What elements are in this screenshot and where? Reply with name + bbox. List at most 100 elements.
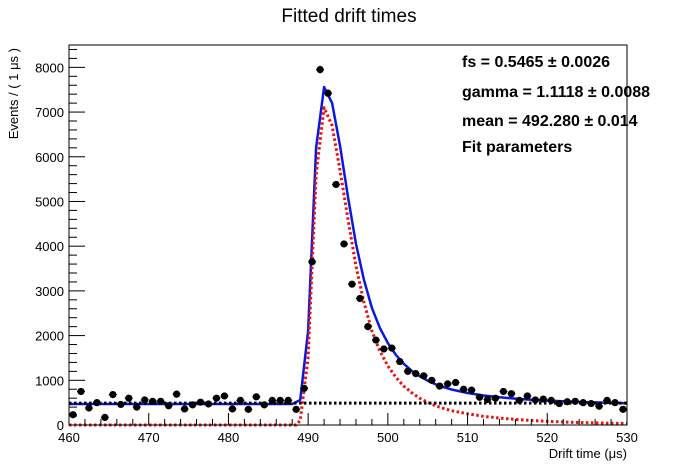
data-point (388, 344, 396, 352)
annotation-mean: mean = 492.280 ± 0.014 (462, 113, 638, 130)
x-tick-label: 480 (218, 430, 240, 445)
data-point (507, 390, 516, 398)
data-point (260, 401, 268, 409)
data-point (467, 386, 476, 394)
data-point (141, 396, 149, 404)
data-point (475, 393, 484, 401)
y-tick-label: 2000 (35, 329, 64, 344)
data-point (380, 345, 388, 353)
x-tick-label: 500 (377, 430, 399, 445)
data-point (125, 394, 133, 402)
data-point (499, 387, 508, 396)
data-point (236, 396, 244, 405)
data-point (555, 399, 563, 408)
data-point (348, 280, 356, 288)
data-point (412, 369, 420, 378)
data-point (571, 397, 579, 405)
data-point (372, 336, 380, 344)
data-point (228, 405, 237, 413)
x-tick-label: 490 (297, 430, 319, 445)
data-point (220, 392, 229, 400)
data-point (204, 400, 213, 408)
y-tick-label: 1000 (35, 373, 64, 388)
data-point (483, 395, 492, 404)
data-point (276, 396, 284, 405)
data-point (356, 294, 364, 303)
data-point (579, 399, 587, 407)
data-point (284, 396, 292, 405)
annotation-gamma: gamma = 1.1118 ± 0.0088 (462, 84, 650, 101)
data-point (212, 394, 221, 402)
x-tick-label: 530 (616, 430, 638, 445)
data-point (173, 390, 181, 398)
data-point (547, 396, 555, 405)
data-point (563, 398, 571, 406)
data-point (420, 372, 428, 380)
data-point (133, 403, 141, 411)
total-fit-curve (69, 85, 628, 406)
data-point (324, 89, 332, 97)
data-point (316, 65, 324, 74)
data-point (69, 411, 77, 419)
x-tick-label: 460 (58, 430, 80, 445)
data-point (85, 404, 93, 412)
data-point (292, 405, 300, 413)
data-point (101, 413, 109, 421)
fit-parameters-box: fs = 0.5465 ± 0.0026 gamma = 1.1118 ± 0.… (462, 54, 650, 156)
data-point (332, 180, 340, 189)
data-point (436, 382, 444, 390)
data-point (603, 396, 611, 405)
data-point (523, 392, 531, 400)
data-point (459, 385, 468, 393)
data-point (77, 387, 85, 396)
x-tick-label: 510 (457, 430, 479, 445)
y-tick-label: 3000 (35, 284, 64, 299)
data-point (515, 396, 523, 405)
data-point (611, 399, 619, 407)
y-tick-label: 4000 (35, 239, 64, 254)
plot-frame (68, 44, 628, 426)
data-point (300, 384, 308, 392)
y-tick-label: 0 (57, 418, 64, 433)
signal-component-curve (69, 106, 628, 427)
y-tick-label: 6000 (35, 150, 64, 165)
data-point (308, 258, 316, 266)
data-point (117, 400, 125, 409)
data-point (364, 323, 372, 331)
data-point (149, 397, 157, 405)
data-point (452, 378, 460, 387)
y-tick-label: 8000 (35, 60, 64, 75)
data-point (531, 396, 539, 404)
data-point (268, 396, 276, 405)
x-tick-label: 470 (138, 430, 160, 445)
data-point (587, 399, 595, 408)
x-tick-label: 520 (536, 430, 558, 445)
data-point (595, 402, 603, 410)
data-point (539, 395, 547, 403)
data-point (404, 367, 412, 375)
data-point (196, 398, 205, 406)
data-point (180, 405, 189, 413)
x-axis-label: Drift time (μs) (549, 446, 627, 461)
data-point (157, 397, 165, 405)
data-point (165, 402, 173, 410)
data-point (396, 357, 404, 366)
data-point (619, 405, 627, 413)
chart-title: Fitted drift times (281, 6, 417, 27)
data-point (428, 376, 436, 384)
data-point (188, 401, 197, 409)
data-point (340, 240, 348, 248)
annotation-fs: fs = 0.5465 ± 0.0026 (462, 54, 610, 71)
data-point (244, 405, 252, 413)
y-tick-label: 7000 (35, 105, 64, 120)
data-point (252, 393, 260, 401)
data-point (444, 380, 452, 388)
data-point (491, 394, 500, 402)
annotation-fit-parameters: Fit parameters (462, 139, 572, 156)
data-point (93, 399, 101, 407)
data-point (109, 391, 117, 399)
y-axis-label: Events / ( 1 μs ) (6, 48, 21, 139)
y-tick-label: 5000 (35, 194, 64, 209)
